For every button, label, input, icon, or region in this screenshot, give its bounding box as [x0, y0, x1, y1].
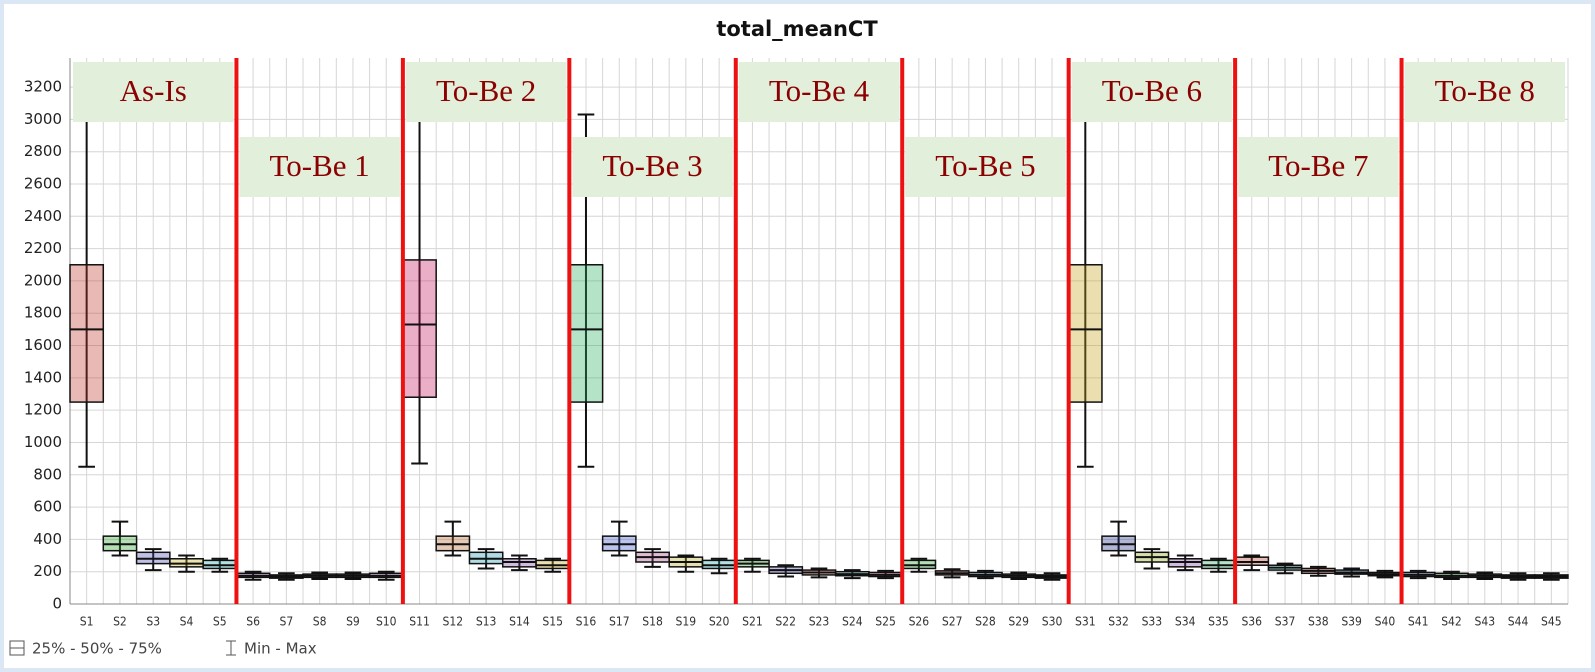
legend-label: Min - Max: [244, 640, 317, 658]
x-tick-label: S30: [1042, 615, 1063, 629]
x-tick-label: S6: [246, 615, 260, 629]
group-label-box: [405, 62, 567, 122]
y-tick-label: 1000: [24, 433, 62, 451]
x-tick-label: S27: [942, 615, 963, 629]
group-label-box: [905, 137, 1066, 197]
legend-whisker-icon: [226, 640, 236, 656]
box: [568, 264, 604, 403]
x-tick-label: S32: [1108, 615, 1129, 629]
x-tick-label: S10: [376, 615, 397, 629]
y-tick-label: 0: [52, 595, 62, 613]
group-label-box: [738, 62, 900, 122]
y-tick-label: 800: [33, 465, 62, 483]
x-tick-label: S21: [742, 615, 763, 629]
y-tick-label: 2800: [24, 142, 62, 160]
x-tick-label: S5: [213, 615, 227, 629]
x-tick-label: S39: [1341, 615, 1362, 629]
x-tick-label: S43: [1474, 615, 1495, 629]
box: [402, 259, 437, 398]
group-label: To-Be 6: [1102, 73, 1202, 108]
y-tick-label: 600: [33, 498, 62, 516]
x-tick-label: S23: [809, 615, 830, 629]
x-tick-label: S33: [1142, 615, 1163, 629]
y-tick-label: 1400: [24, 368, 62, 386]
x-tick-label: S24: [842, 615, 863, 629]
x-tick-label: S28: [975, 615, 996, 629]
legend-label: 25% - 50% - 75%: [32, 640, 162, 658]
x-tick-label: S22: [775, 615, 796, 629]
box: [69, 264, 105, 403]
x-tick-label: S7: [280, 615, 294, 629]
x-tick-label: S13: [476, 615, 497, 629]
chart-title: total_meanCT: [716, 17, 878, 41]
x-tick-label: S29: [1008, 615, 1029, 629]
y-tick-label: 400: [33, 530, 62, 548]
legend: 25% - 50% - 75% Min - Max: [9, 640, 317, 658]
x-tick-label: S19: [676, 615, 697, 629]
x-tick-label: S44: [1508, 615, 1529, 629]
y-tick-label: 2000: [24, 271, 62, 289]
x-tick-label: S45: [1541, 615, 1562, 629]
group-label: To-Be 8: [1435, 73, 1535, 108]
x-tick-label: S26: [909, 615, 930, 629]
group-label: To-Be 4: [769, 73, 870, 108]
y-tick-label: 1800: [24, 304, 62, 322]
x-tick-label: S37: [1275, 615, 1296, 629]
x-tick-label: S9: [346, 615, 360, 629]
x-tick-label: S15: [542, 615, 563, 629]
x-tick-label: S12: [443, 615, 464, 629]
x-tick-label: S20: [709, 615, 730, 629]
x-tick-label: S35: [1208, 615, 1229, 629]
group-label-box: [572, 137, 733, 197]
group-label-box: [1071, 62, 1233, 122]
x-tick-label: S38: [1308, 615, 1329, 629]
y-tick-label: 1600: [24, 336, 62, 354]
group-label-box: [1238, 137, 1399, 197]
y-tick-label: 200: [33, 562, 62, 580]
y-tick-label: 3000: [24, 110, 62, 128]
x-tick-label: S34: [1175, 615, 1196, 629]
x-tick-label: S4: [180, 615, 194, 629]
x-tick-label: S42: [1441, 615, 1462, 629]
group-label: To-Be 1: [270, 148, 370, 183]
group-label: To-Be 2: [436, 73, 536, 108]
box: [1067, 264, 1103, 403]
x-tick-label: S25: [875, 615, 896, 629]
group-label: To-Be 5: [935, 148, 1035, 183]
group-label-box: [239, 137, 400, 197]
group-label-box: [73, 62, 234, 122]
x-tick-label: S31: [1075, 615, 1096, 629]
x-tick-label: S14: [509, 615, 530, 629]
x-tick-label: S41: [1408, 615, 1429, 629]
y-tick-label: 2200: [24, 239, 62, 257]
x-tick-label: S17: [609, 615, 630, 629]
y-tick-label: 3200: [24, 78, 62, 96]
x-tick-label: S36: [1241, 615, 1262, 629]
group-label: To-Be 3: [602, 148, 702, 183]
x-tick-label: S3: [146, 615, 160, 629]
y-tick-label: 2600: [24, 175, 62, 193]
y-tick-label: 1200: [24, 401, 62, 419]
x-tick-label: S1: [80, 615, 94, 629]
x-tick-label: S11: [409, 615, 430, 629]
group-label: To-Be 7: [1268, 148, 1368, 183]
y-tick-label: 2400: [24, 207, 62, 225]
group-label-box: [1404, 62, 1565, 122]
x-tick-label: S2: [113, 615, 127, 629]
x-tick-label: S18: [642, 615, 663, 629]
x-tick-label: S40: [1375, 615, 1396, 629]
group-label: As-Is: [120, 73, 187, 108]
x-tick-label: S16: [576, 615, 597, 629]
x-tick-label: S8: [313, 615, 327, 629]
